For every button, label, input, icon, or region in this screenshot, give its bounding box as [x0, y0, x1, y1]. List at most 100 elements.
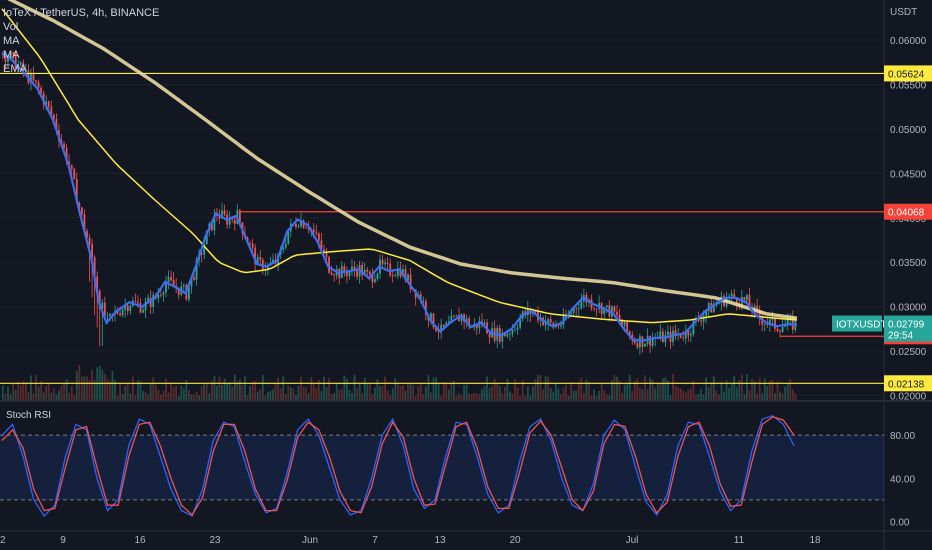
- candle-body: [205, 230, 208, 245]
- volume-bar: [570, 382, 573, 400]
- volume-bar: [692, 380, 695, 400]
- volume-bar: [295, 394, 297, 400]
- volume-bar: [4, 393, 7, 400]
- volume-bar: [639, 387, 641, 400]
- volume-bar: [409, 383, 412, 400]
- volume-bar: [470, 394, 473, 400]
- volume-bar: [386, 390, 389, 400]
- volume-bar: [733, 376, 736, 400]
- volume-bar: [399, 385, 402, 400]
- ma-slow-line: [7, 0, 798, 320]
- candle-body: [570, 312, 573, 315]
- volume-bar: [157, 389, 160, 400]
- volume-bar: [509, 391, 511, 400]
- rsi-y-tick-label: 0.00: [890, 517, 910, 528]
- candle-body: [407, 274, 409, 281]
- candle-body: [317, 233, 320, 241]
- volume-bar: [312, 384, 315, 400]
- volume-bar: [231, 386, 234, 400]
- stoch-rsi-title[interactable]: Stoch RSI: [6, 410, 52, 421]
- volume-bar: [358, 383, 361, 400]
- indicator-ema[interactable]: EMA: [3, 63, 27, 75]
- candle-body: [315, 232, 318, 234]
- candle-body: [442, 324, 445, 327]
- candle-body: [68, 161, 71, 165]
- volume-bar: [656, 383, 659, 400]
- volume-bar: [577, 382, 580, 400]
- candle-body: [343, 266, 346, 273]
- volume-bar: [340, 388, 343, 400]
- candle-body: [254, 247, 257, 264]
- volume-bar: [58, 390, 60, 400]
- candle-body: [356, 270, 358, 277]
- volume-bar: [2, 385, 4, 400]
- volume-bar: [284, 394, 287, 400]
- indicator-ma-2[interactable]: MA: [3, 49, 20, 61]
- candle-body: [101, 302, 104, 309]
- volume-bar: [674, 385, 677, 400]
- candle-body: [52, 114, 55, 120]
- volume-bar: [644, 375, 646, 400]
- volume-bar: [7, 386, 9, 400]
- chart-title[interactable]: IoTeX / TetherUS, 4h, BINANCE: [3, 7, 160, 19]
- volume-bar: [565, 384, 567, 400]
- volume-bar: [682, 390, 685, 400]
- candle-body: [700, 320, 702, 322]
- volume-bar: [195, 391, 198, 400]
- volume-bar: [654, 388, 657, 400]
- volume-bar: [241, 384, 244, 400]
- candle-body: [453, 315, 455, 317]
- candle-body: [9, 52, 12, 59]
- candle-body: [667, 331, 669, 335]
- volume-bar: [702, 394, 705, 400]
- volume-bar: [35, 374, 37, 400]
- volume-bar: [659, 383, 662, 400]
- candle-body: [200, 253, 203, 255]
- volume-bar: [789, 379, 792, 400]
- candle-body: [284, 243, 287, 248]
- volume-bar: [542, 389, 544, 400]
- volume-bar: [297, 385, 300, 400]
- volume-bar: [684, 392, 687, 400]
- volume-bar: [501, 393, 504, 400]
- candle-body: [610, 306, 613, 317]
- candle-body: [692, 320, 695, 334]
- volume-bar: [50, 392, 53, 400]
- volume-bar: [728, 388, 731, 400]
- candle-body: [644, 343, 646, 347]
- volume-bar: [188, 390, 190, 400]
- indicator-ma-1[interactable]: MA: [3, 35, 20, 47]
- candle-body: [735, 298, 738, 304]
- volume-bar: [463, 385, 466, 400]
- candle-body: [363, 269, 366, 276]
- volume-bar: [766, 385, 769, 400]
- candle-body: [297, 226, 300, 228]
- volume-bar: [356, 388, 358, 400]
- volume-bar: [330, 394, 333, 400]
- candle-body: [641, 336, 644, 347]
- candle-body: [549, 319, 552, 323]
- volume-bar: [47, 383, 50, 400]
- volume-bar: [55, 394, 58, 400]
- symbol-badge-label: IOTXUSDT: [836, 320, 887, 331]
- candle-body: [705, 311, 708, 317]
- volume-bar: [740, 374, 743, 400]
- candle-body: [639, 336, 641, 348]
- volume-bar: [78, 364, 81, 400]
- volume-bar: [101, 369, 104, 400]
- candle-body: [374, 279, 376, 283]
- candle-body: [768, 319, 771, 325]
- rsi-y-tick-label: 40.00: [890, 474, 915, 485]
- candle-body: [305, 227, 308, 229]
- indicator-vol[interactable]: Vol: [3, 21, 19, 33]
- volume-bar: [333, 393, 336, 400]
- y-tick-label: 0.05000: [890, 125, 927, 136]
- candle-body: [649, 335, 652, 346]
- volume-bar: [80, 376, 83, 400]
- candle-body: [623, 321, 626, 326]
- volume-bar: [720, 381, 723, 400]
- volume-bar: [506, 378, 509, 400]
- candle-body: [386, 262, 389, 264]
- candle-body: [157, 294, 160, 299]
